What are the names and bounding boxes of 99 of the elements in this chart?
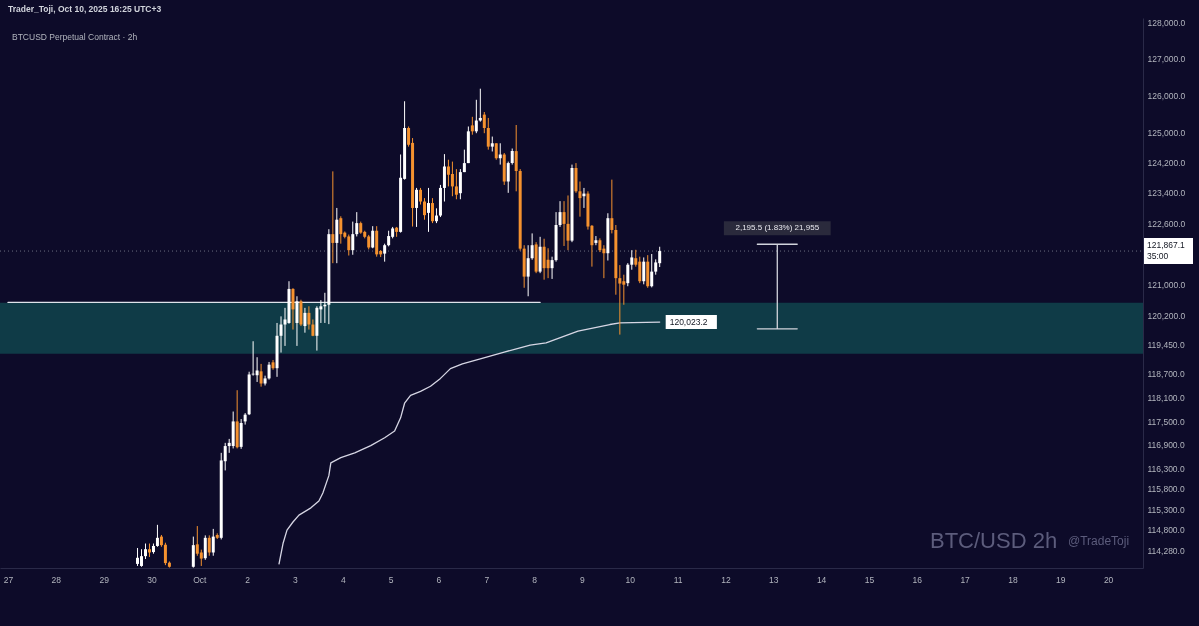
x-tick-label: 9 bbox=[580, 574, 586, 585]
candlestick bbox=[163, 542, 167, 566]
candlestick bbox=[191, 536, 195, 569]
annotation: BTC/USD 2h bbox=[930, 528, 1058, 553]
x-tick-label: 16 bbox=[912, 574, 923, 585]
x-tick-label: 27 bbox=[3, 574, 14, 585]
candlestick bbox=[207, 534, 211, 557]
ref-line-label: 121,867.1 35:00 bbox=[1147, 240, 1186, 262]
candlestick bbox=[450, 161, 454, 197]
x-tick-label: 13 bbox=[769, 574, 779, 585]
candlestick bbox=[638, 256, 642, 284]
x-tick-label: 17 bbox=[960, 574, 971, 585]
candlestick bbox=[478, 88, 482, 123]
y-tick-label: 120,200.0 bbox=[1147, 310, 1186, 321]
candlestick bbox=[622, 274, 626, 306]
y-tick-label: 115,300.0 bbox=[1147, 504, 1185, 515]
candlestick bbox=[195, 525, 199, 557]
x-tick-label: 18 bbox=[1008, 574, 1018, 585]
candlestick bbox=[486, 117, 490, 151]
candlestick bbox=[482, 111, 486, 134]
candlestick bbox=[574, 162, 578, 194]
candlestick bbox=[415, 187, 419, 228]
x-tick-label: 28 bbox=[51, 574, 62, 585]
candlestick bbox=[355, 211, 359, 237]
x-tick-label: 4 bbox=[340, 574, 346, 585]
y-tick-label: 123,400.0 bbox=[1147, 188, 1186, 199]
candlestick bbox=[542, 238, 546, 281]
candlestick bbox=[454, 168, 458, 200]
x-tick-label: 19 bbox=[1056, 574, 1066, 585]
candlestick bbox=[618, 264, 622, 336]
y-tick-label: 117,500.0 bbox=[1147, 416, 1185, 427]
candlestick bbox=[630, 249, 634, 271]
x-tick-label: 8 bbox=[532, 574, 538, 585]
x-tick-label: 10 bbox=[625, 574, 636, 585]
candlestick bbox=[430, 197, 434, 224]
x-tick-label: 29 bbox=[99, 574, 110, 585]
candlestick bbox=[351, 221, 355, 256]
x-tick-label: 11 bbox=[673, 574, 683, 585]
y-tick-label: 118,700.0 bbox=[1147, 369, 1185, 380]
candlestick bbox=[211, 528, 215, 557]
candlestick bbox=[203, 534, 207, 561]
x-tick-label: 20 bbox=[1103, 574, 1114, 585]
x-tick-label: 14 bbox=[816, 574, 827, 585]
y-tick-label: 115,800.0 bbox=[1147, 484, 1185, 495]
x-tick-label: 15 bbox=[864, 574, 875, 585]
candlestick bbox=[427, 187, 430, 233]
text: Trader_Toji, Oct 10, 2025 16:25 UTC+3 bbox=[8, 4, 162, 14]
x-tick-label: 6 bbox=[436, 574, 442, 585]
candlestick bbox=[423, 197, 427, 221]
candlestick bbox=[291, 287, 295, 331]
candlestick bbox=[642, 256, 646, 285]
candlestick bbox=[299, 299, 303, 327]
y-tick-label: 118,100.0 bbox=[1147, 392, 1185, 403]
x-tick-label: 12 bbox=[721, 574, 731, 585]
y-tick-label: 121,000.0 bbox=[1147, 279, 1186, 290]
x-tick-label: 5 bbox=[388, 574, 394, 585]
y-tick-label: 127,000.0 bbox=[1147, 54, 1186, 65]
candlestick bbox=[658, 246, 662, 268]
candlestick bbox=[442, 153, 446, 203]
data-label: 120,023.2 bbox=[669, 317, 708, 328]
y-tick-label: 124,200.0 bbox=[1147, 158, 1186, 169]
annotation: @TradeToji bbox=[1068, 534, 1130, 548]
x-tick-label: 30 bbox=[147, 574, 157, 585]
y-tick-label: 119,450.0 bbox=[1147, 339, 1185, 350]
y-tick-label: 125,000.0 bbox=[1147, 128, 1186, 139]
candlestick bbox=[626, 262, 630, 287]
candlestick bbox=[331, 170, 335, 264]
candlestick bbox=[498, 142, 502, 166]
candlestick bbox=[347, 234, 351, 257]
candlestick bbox=[335, 207, 339, 264]
candlestick bbox=[446, 159, 450, 187]
y-tick-label: 114,800.0 bbox=[1147, 524, 1185, 535]
annotation: 2,195.5 (1.83%) 21,955 bbox=[735, 223, 820, 233]
y-tick-label: 128,000.0 bbox=[1147, 17, 1186, 28]
candlestick bbox=[506, 161, 510, 194]
candlestick bbox=[303, 307, 307, 334]
candlestick bbox=[594, 235, 598, 246]
x-tick-label: 3 bbox=[293, 574, 299, 585]
y-tick-label: 116,300.0 bbox=[1147, 464, 1185, 475]
candlestick bbox=[546, 247, 550, 279]
candlestick bbox=[259, 363, 263, 388]
text: BTCUSD Perpetual Contract · 2h bbox=[12, 32, 138, 42]
candlestick bbox=[339, 215, 343, 245]
y-tick-label: 116,900.0 bbox=[1147, 440, 1185, 451]
y-tick-label: 114,280.0 bbox=[1147, 545, 1185, 556]
candlestick bbox=[566, 194, 570, 251]
candlestick bbox=[514, 124, 518, 192]
candlestick bbox=[375, 225, 379, 258]
x-tick-label: 7 bbox=[484, 574, 490, 585]
candlestick bbox=[155, 524, 159, 548]
candlestick bbox=[458, 168, 462, 200]
candlestick bbox=[295, 295, 299, 347]
candlestick bbox=[474, 99, 478, 134]
line-series bbox=[278, 321, 661, 565]
y-tick-label: 122,600.0 bbox=[1147, 218, 1186, 229]
x-tick-label: Oct bbox=[193, 574, 208, 585]
y-tick-label: 126,000.0 bbox=[1147, 91, 1186, 102]
x-tick-label: 2 bbox=[245, 574, 251, 585]
candlestick bbox=[650, 253, 654, 288]
